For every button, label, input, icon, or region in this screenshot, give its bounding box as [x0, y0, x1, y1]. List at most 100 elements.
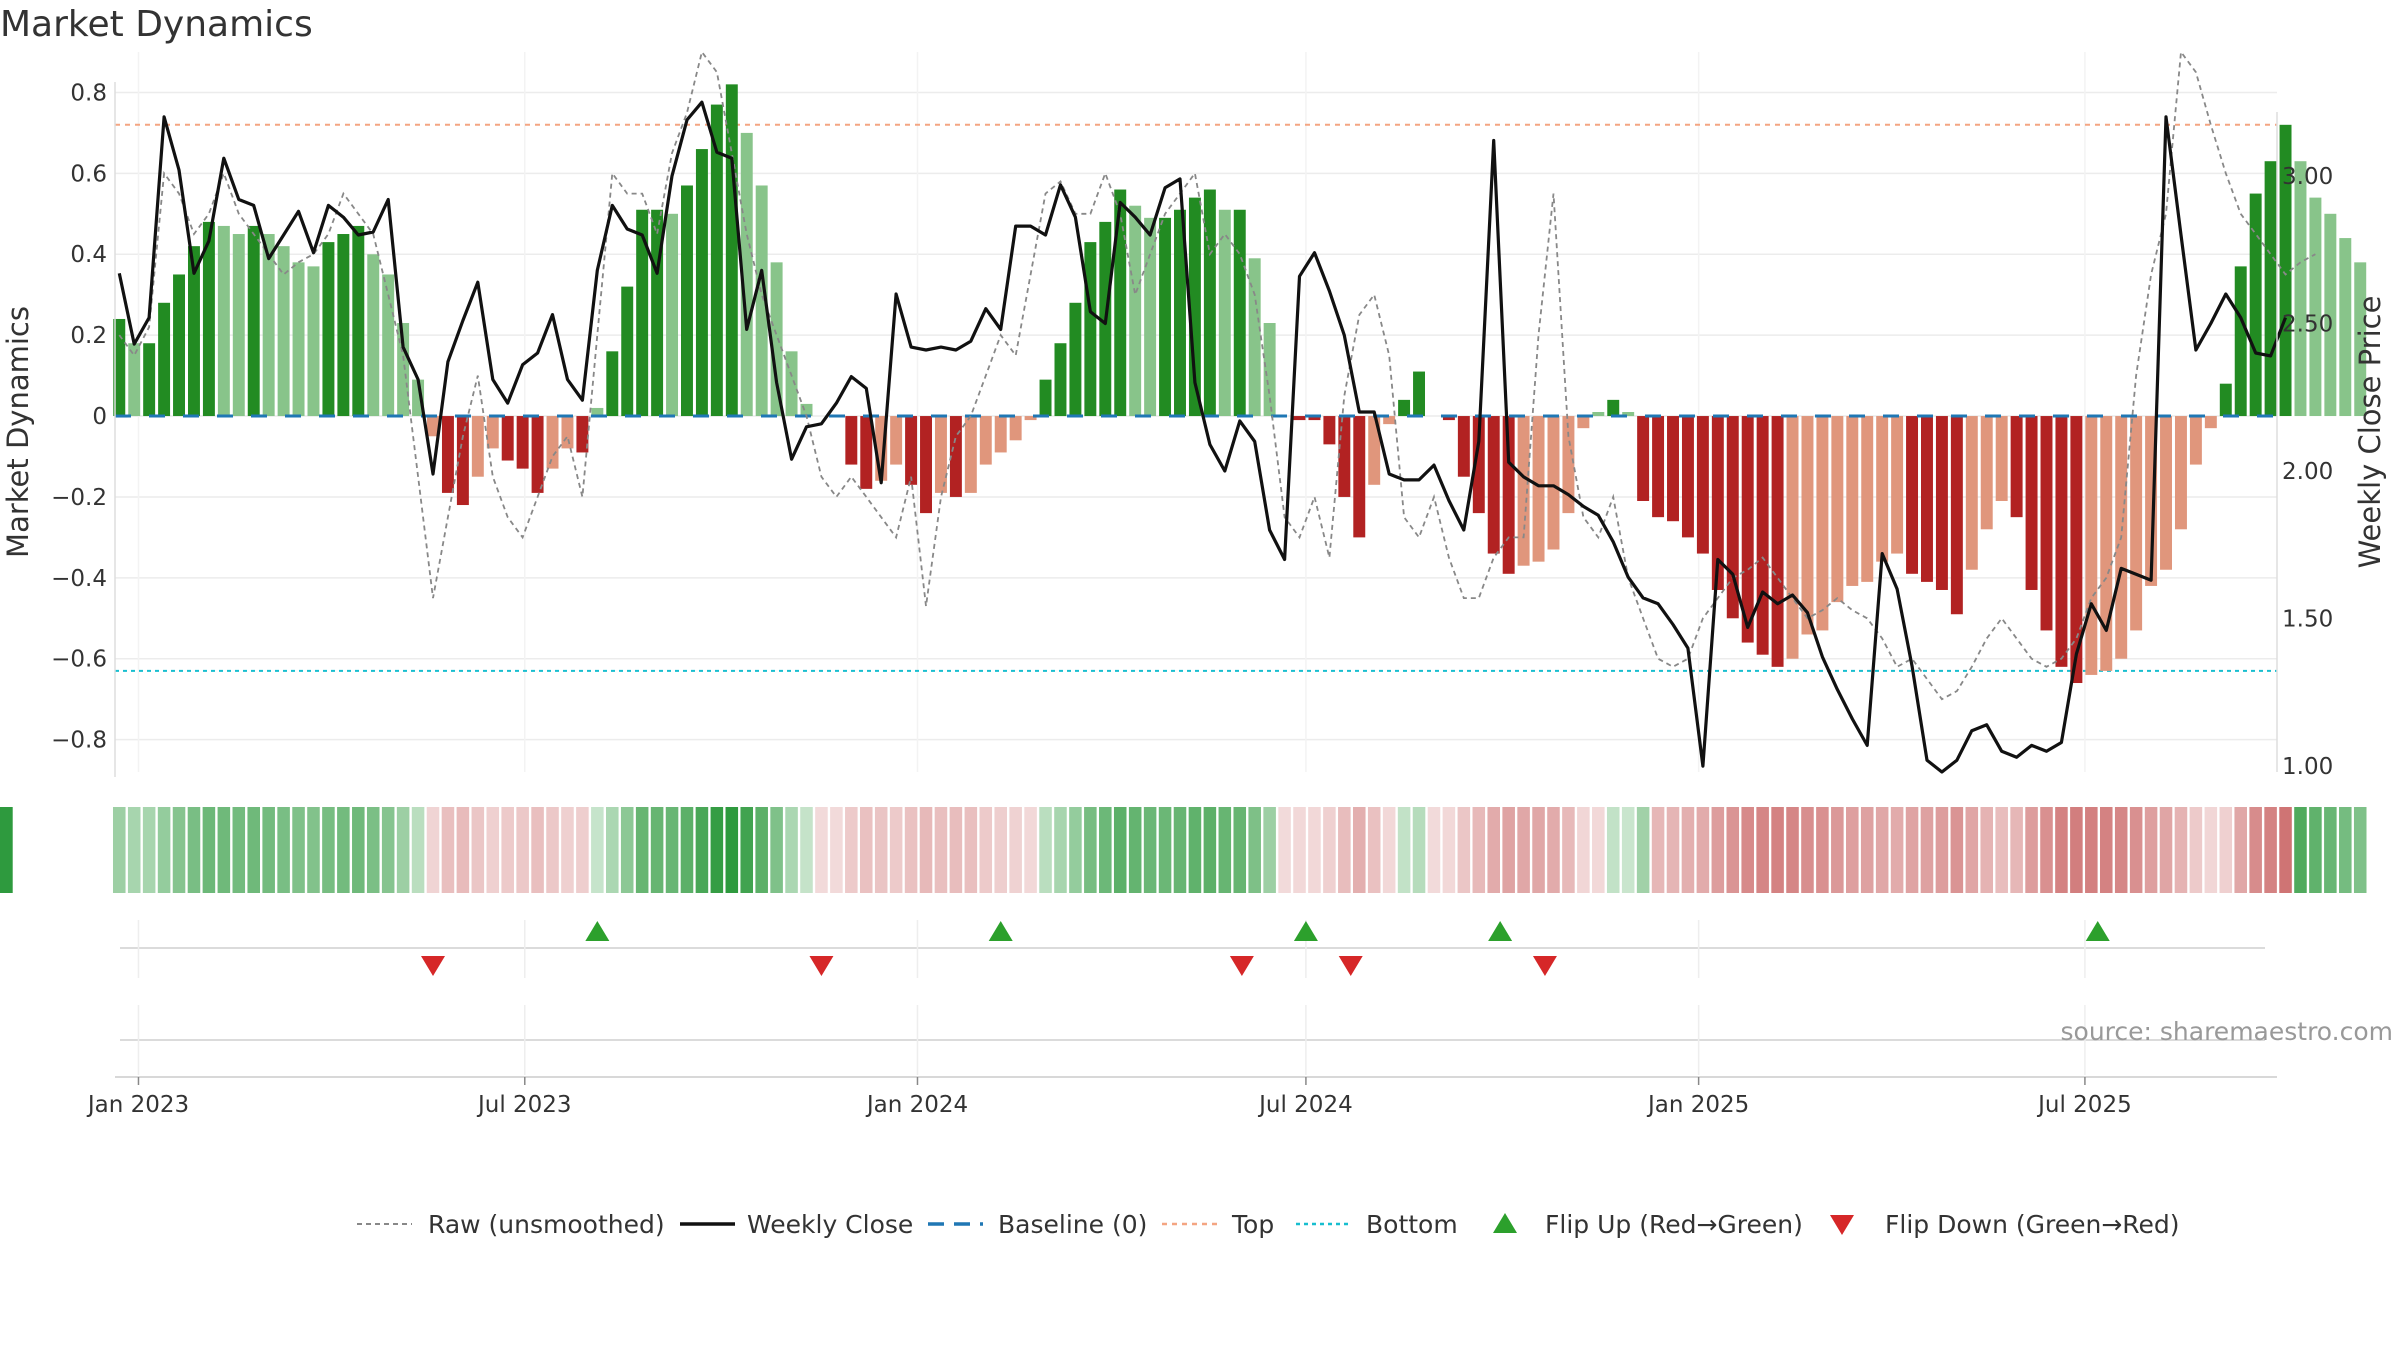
regime-cell — [710, 807, 724, 893]
dynamics-bar — [1711, 416, 1724, 590]
regime-cell — [1771, 807, 1784, 893]
regime-cell — [1113, 807, 1127, 893]
y2-tick-label: 2.00 — [2282, 459, 2333, 485]
regime-cell — [2099, 807, 2113, 893]
regime-cell — [1024, 807, 1037, 893]
legend-swatch — [1493, 1213, 1517, 1233]
axes: −0.8 −0.6 −0.4 −0.2 0 0.2 0.4 0.6 0.8 1.00 1.50 2.0… — [51, 80, 2333, 780]
legend-label: Weekly Close — [747, 1210, 913, 1239]
regime-cell — [1935, 807, 1949, 893]
regime-cell — [292, 807, 305, 893]
dynamics-bar — [2189, 416, 2202, 465]
dynamics-bar — [2055, 416, 2068, 667]
regime-cell — [2129, 807, 2143, 893]
regime-cell — [366, 807, 380, 893]
regime-cell — [1980, 807, 1994, 893]
dynamics-bar — [158, 302, 171, 417]
source-credit: source: sharemaestro.com — [2061, 1017, 2394, 1046]
dynamics-bar — [1667, 416, 1679, 522]
dynamics-bar — [516, 416, 529, 469]
regime-cell — [1412, 807, 1426, 893]
regime-cell — [606, 807, 619, 893]
regime-cell — [1995, 807, 2008, 893]
dynamics-bar — [352, 225, 365, 417]
dynamics-bar — [1502, 416, 1515, 574]
x-tick-label: Jul 2025 — [2036, 1092, 2132, 1118]
dynamics-bar — [1069, 302, 1082, 417]
regime-cell — [322, 807, 335, 893]
regime-cell — [1890, 807, 1904, 893]
dynamics-bar — [1547, 416, 1560, 550]
dynamics-bar — [770, 262, 783, 417]
regime-cell — [262, 807, 275, 893]
x-axis: Jan 2023 Jul 2023 Jan 2024 Jul 2024 Jan 2025… — [86, 1076, 2277, 1118]
y-tick-label: −0.2 — [51, 485, 107, 511]
dynamics-bar — [1801, 416, 1814, 635]
regime-cell — [516, 807, 529, 893]
regime-cell — [1562, 807, 1575, 893]
flip-markers — [120, 920, 2265, 1075]
dynamics-bar — [397, 323, 410, 417]
dynamics-bar — [1577, 416, 1590, 429]
regime-cell — [1606, 807, 1620, 893]
regime-cell — [277, 807, 290, 893]
dynamics-bar — [1950, 416, 1963, 615]
regime-cell — [2085, 807, 2098, 893]
dynamics-bar — [681, 185, 693, 417]
regime-cell — [934, 807, 948, 893]
regime-cell — [1397, 807, 1411, 893]
regime-cell — [680, 807, 694, 893]
regime-cell — [770, 807, 783, 893]
x-tick-label: Jan 2025 — [1646, 1092, 1749, 1118]
dynamics-bar — [1696, 416, 1709, 554]
dynamics-bar — [1965, 416, 1978, 570]
x-tick-label: Jul 2024 — [1257, 1092, 1353, 1118]
regime-cell — [1203, 807, 1217, 893]
dynamics-bar — [1532, 416, 1545, 562]
regime-cell — [1577, 807, 1590, 893]
regime-cell — [785, 807, 798, 893]
regime-cell — [546, 807, 559, 893]
dynamics-bar — [486, 416, 499, 449]
regime-cell — [1696, 807, 1710, 893]
regime-cell — [1039, 807, 1052, 893]
regime-cell — [845, 807, 858, 893]
dynamics-bar — [2025, 416, 2038, 590]
regime-cell — [859, 807, 873, 893]
legend-swatch — [1830, 1215, 1854, 1235]
dynamics-bar — [2160, 416, 2172, 570]
dynamics-bar — [1980, 416, 1993, 530]
y-axis-label: Market Dynamics — [1, 306, 35, 558]
dynamics-bar — [412, 379, 425, 417]
dynamics-bar — [1293, 416, 1306, 421]
regime-cell — [1233, 807, 1247, 893]
dynamics-bar — [2324, 213, 2337, 417]
regime-cell — [1009, 807, 1022, 893]
y-tick-label: −0.8 — [51, 728, 107, 754]
dynamics-bar — [561, 416, 574, 449]
y-tick-label: −0.4 — [51, 566, 107, 592]
dynamics-bar — [1637, 416, 1650, 501]
regime-cell — [979, 807, 993, 893]
y-tick-label: 0.6 — [70, 161, 107, 187]
dynamics-bar — [1039, 379, 1052, 417]
dynamics-bar — [905, 416, 918, 485]
dynamics-bar — [1338, 416, 1351, 497]
dynamics-bar — [1741, 416, 1754, 643]
regime-cell — [665, 807, 679, 893]
dynamics-bar — [666, 213, 679, 417]
regime-cell — [2234, 807, 2247, 893]
regime-cell — [142, 807, 156, 893]
regime-cell — [1143, 807, 1157, 893]
dynamics-bar — [785, 351, 798, 417]
regime-cell — [815, 807, 828, 893]
regime-cell — [2040, 807, 2053, 893]
dynamics-bar — [1592, 412, 1605, 417]
dynamics-bar — [979, 416, 992, 465]
regime-cell — [1741, 807, 1754, 893]
regime-cell — [1651, 807, 1665, 893]
regime-cell — [2294, 807, 2307, 893]
dynamics-bar — [636, 209, 649, 417]
dynamics-bar — [875, 416, 888, 481]
dynamics-bar — [367, 254, 380, 417]
